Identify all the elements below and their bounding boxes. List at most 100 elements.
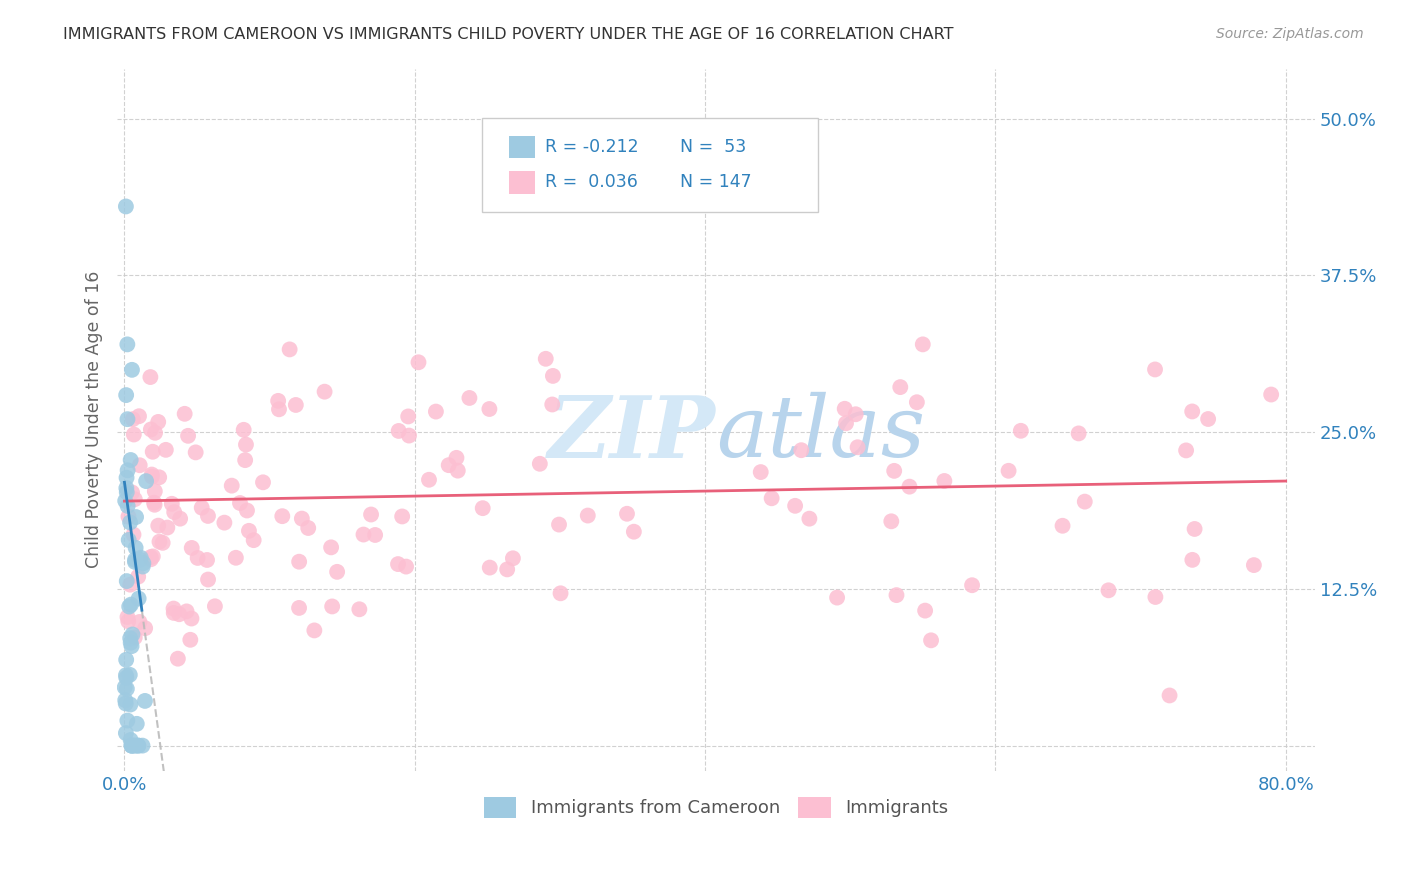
Point	[120, 577, 142, 591]
Point	[321, 599, 343, 614]
Point	[118, 533, 141, 547]
Point	[785, 499, 807, 513]
Point	[122, 739, 145, 753]
Point	[225, 550, 247, 565]
Point	[121, 412, 143, 426]
Point	[437, 458, 460, 472]
Point	[920, 633, 942, 648]
Point	[120, 733, 142, 747]
Point	[128, 615, 150, 629]
Point	[195, 553, 218, 567]
Point	[143, 425, 166, 440]
Point	[425, 404, 447, 418]
Point	[134, 621, 156, 635]
Point	[458, 391, 481, 405]
Point	[139, 370, 162, 384]
Point	[1010, 424, 1032, 438]
Point	[135, 474, 157, 488]
Point	[387, 557, 409, 571]
Point	[163, 505, 186, 519]
Point	[169, 511, 191, 525]
Point	[960, 578, 983, 592]
Point	[117, 463, 139, 477]
Point	[388, 424, 411, 438]
Point	[148, 470, 170, 484]
Point	[115, 726, 138, 740]
Point	[353, 527, 375, 541]
Point	[221, 478, 243, 492]
Point	[143, 495, 166, 509]
Point	[1067, 426, 1090, 441]
Point	[396, 409, 419, 424]
Point	[326, 565, 349, 579]
Point	[120, 635, 142, 649]
Point	[120, 631, 142, 645]
Point	[761, 491, 783, 506]
Point	[288, 601, 311, 615]
Point	[160, 497, 183, 511]
Point	[117, 499, 139, 513]
Point	[121, 639, 143, 653]
Point	[197, 573, 219, 587]
Point	[548, 517, 571, 532]
Point	[121, 363, 143, 377]
Point	[447, 464, 470, 478]
Point	[125, 510, 148, 524]
Point	[131, 739, 153, 753]
Point	[115, 388, 138, 402]
Point	[190, 500, 212, 515]
Point	[1243, 558, 1265, 573]
Point	[267, 393, 290, 408]
Point	[152, 536, 174, 550]
Point	[176, 604, 198, 618]
Point	[127, 739, 149, 753]
Point	[541, 368, 564, 383]
Point	[197, 508, 219, 523]
Point	[114, 493, 136, 508]
Point	[214, 516, 236, 530]
Point	[997, 464, 1019, 478]
Point	[478, 402, 501, 417]
Point	[115, 668, 138, 682]
Point	[284, 398, 307, 412]
Point	[121, 485, 143, 500]
Point	[1175, 443, 1198, 458]
Point	[576, 508, 599, 523]
Point	[229, 496, 252, 510]
Point	[128, 458, 150, 473]
Text: R =  0.036: R = 0.036	[544, 173, 637, 191]
Point	[148, 415, 170, 429]
Point	[232, 423, 254, 437]
Point	[889, 380, 911, 394]
Point	[1181, 404, 1204, 418]
Point	[115, 199, 138, 213]
Point	[142, 549, 165, 564]
Text: IMMIGRANTS FROM CAMEROON VS IMMIGRANTS CHILD POVERTY UNDER THE AGE OF 16 CORRELA: IMMIGRANTS FROM CAMEROON VS IMMIGRANTS C…	[63, 27, 953, 42]
Point	[120, 453, 142, 467]
Point	[846, 440, 869, 454]
Text: atlas: atlas	[716, 392, 925, 475]
Point	[115, 671, 138, 685]
Point	[167, 651, 190, 665]
Point	[1052, 518, 1074, 533]
Point	[534, 351, 557, 366]
Point	[845, 407, 868, 421]
Point	[446, 450, 468, 465]
Point	[118, 668, 141, 682]
Point	[886, 588, 908, 602]
Point	[883, 464, 905, 478]
Point	[115, 681, 138, 696]
Point	[297, 521, 319, 535]
Point	[898, 480, 921, 494]
Point	[1074, 494, 1097, 508]
Point	[155, 442, 177, 457]
Point	[141, 469, 163, 483]
Point	[115, 481, 138, 495]
Point	[204, 599, 226, 614]
Point	[143, 498, 166, 512]
Point	[238, 524, 260, 538]
Point	[1184, 522, 1206, 536]
Point	[124, 631, 146, 645]
Point	[129, 550, 152, 565]
Point	[115, 653, 138, 667]
